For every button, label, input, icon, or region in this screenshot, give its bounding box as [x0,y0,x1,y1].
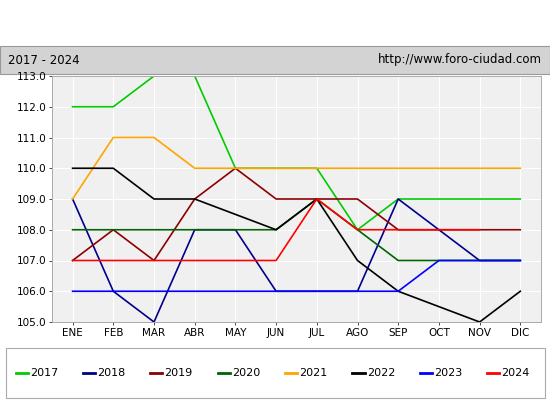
Text: http://www.foro-ciudad.com: http://www.foro-ciudad.com [378,54,542,66]
FancyBboxPatch shape [6,348,544,398]
Text: 2019: 2019 [164,368,192,378]
FancyBboxPatch shape [0,46,550,74]
Text: 2017: 2017 [30,368,58,378]
Text: 2023: 2023 [434,368,462,378]
Text: 2024: 2024 [502,368,530,378]
Text: 2017 - 2024: 2017 - 2024 [8,54,80,66]
Text: Evolucion num de emigrantes en Cabañas del Castillo: Evolucion num de emigrantes en Cabañas d… [77,16,473,30]
Text: 2021: 2021 [299,368,327,378]
Text: 2020: 2020 [232,368,260,378]
Text: 2018: 2018 [97,368,125,378]
Text: 2022: 2022 [367,368,395,378]
